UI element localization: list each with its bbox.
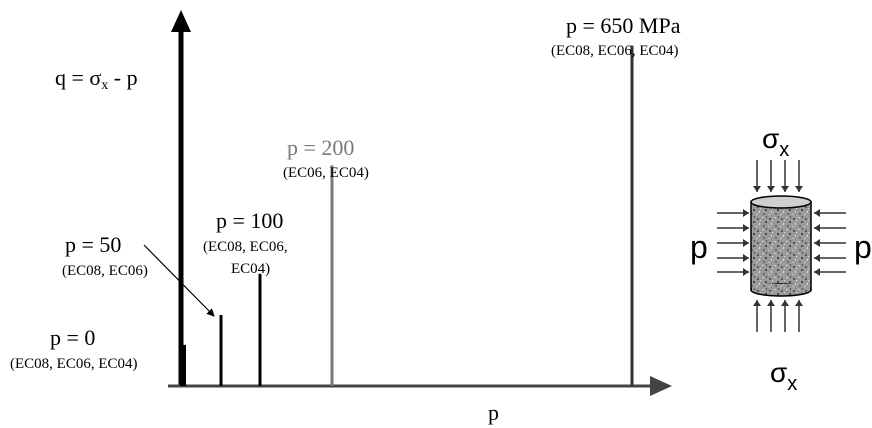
p50-pointer-arrow bbox=[143, 244, 215, 317]
concrete-cylinder bbox=[750, 195, 812, 297]
sigma-x-bottom-label: σx bbox=[770, 357, 797, 395]
path-tests-p100-line1: (EC08, EC06, bbox=[203, 239, 288, 255]
path-title-p650: p = 650 MPa bbox=[566, 13, 681, 38]
axial-arrow-top-0 bbox=[753, 160, 761, 192]
path-title-p0: p = 0 bbox=[50, 325, 95, 350]
x-axis-label: p bbox=[488, 400, 499, 425]
path-tests-p50: (EC08, EC06) bbox=[62, 263, 148, 279]
path-label-p200: p = 200 (EC06, EC04) bbox=[283, 135, 369, 181]
axial-arrow-bottom-0 bbox=[753, 300, 761, 332]
y-axis-label: q = σx - p bbox=[55, 65, 138, 93]
path-tests-p100-line2: EC04) bbox=[231, 261, 270, 277]
path-tests-p200: (EC06, EC04) bbox=[283, 165, 369, 181]
lateral-arrow-left-0 bbox=[717, 209, 749, 217]
lateral-arrow-left-4 bbox=[717, 268, 749, 276]
specimen-illustration: σx σx p p bbox=[690, 123, 872, 395]
p-left-label: p bbox=[690, 229, 708, 265]
lateral-arrow-right-2 bbox=[814, 239, 846, 247]
path-tests-p650: (EC08, EC06, EC04) bbox=[551, 43, 679, 59]
path-label-p100: p = 100 (EC08, EC06, EC04) bbox=[203, 208, 288, 277]
axial-arrow-top-1 bbox=[767, 160, 775, 192]
path-label-p650: p = 650 MPa (EC08, EC06, EC04) bbox=[551, 13, 681, 59]
loading-path-lines bbox=[180, 45, 634, 386]
lateral-arrow-left-1 bbox=[717, 224, 749, 232]
x-axis-arrowhead bbox=[650, 376, 672, 396]
path-title-p100: p = 100 bbox=[216, 208, 283, 233]
path-label-p0: p = 0 (EC08, EC06, EC04) bbox=[10, 325, 138, 372]
axial-arrow-top-3 bbox=[795, 160, 803, 192]
specimen-load-arrows bbox=[717, 160, 846, 332]
path-title-p200: p = 200 bbox=[287, 135, 354, 160]
axial-arrow-top-2 bbox=[781, 160, 789, 192]
p-right-label: p bbox=[854, 229, 872, 265]
path-tests-p0: (EC08, EC06, EC04) bbox=[10, 356, 138, 372]
cylinder-body bbox=[750, 201, 812, 291]
lateral-arrow-right-1 bbox=[814, 224, 846, 232]
lateral-arrow-left-2 bbox=[717, 239, 749, 247]
axial-arrow-bottom-3 bbox=[795, 300, 803, 332]
lateral-arrow-left-3 bbox=[717, 254, 749, 262]
axial-arrow-bottom-2 bbox=[781, 300, 789, 332]
y-axis-arrowhead bbox=[171, 10, 191, 32]
path-label-p50: p = 50 (EC08, EC06) bbox=[62, 232, 148, 279]
lateral-arrow-right-0 bbox=[814, 209, 846, 217]
cylinder-body-cover bbox=[752, 284, 810, 290]
cylinder-top-face bbox=[750, 195, 812, 209]
path-title-p50: p = 50 bbox=[65, 232, 121, 257]
axial-arrow-bottom-1 bbox=[767, 300, 775, 332]
lateral-arrow-right-3 bbox=[814, 254, 846, 262]
chart-axes bbox=[168, 10, 672, 396]
lateral-arrow-right-4 bbox=[814, 268, 846, 276]
sigma-x-top-label: σx bbox=[762, 123, 789, 161]
